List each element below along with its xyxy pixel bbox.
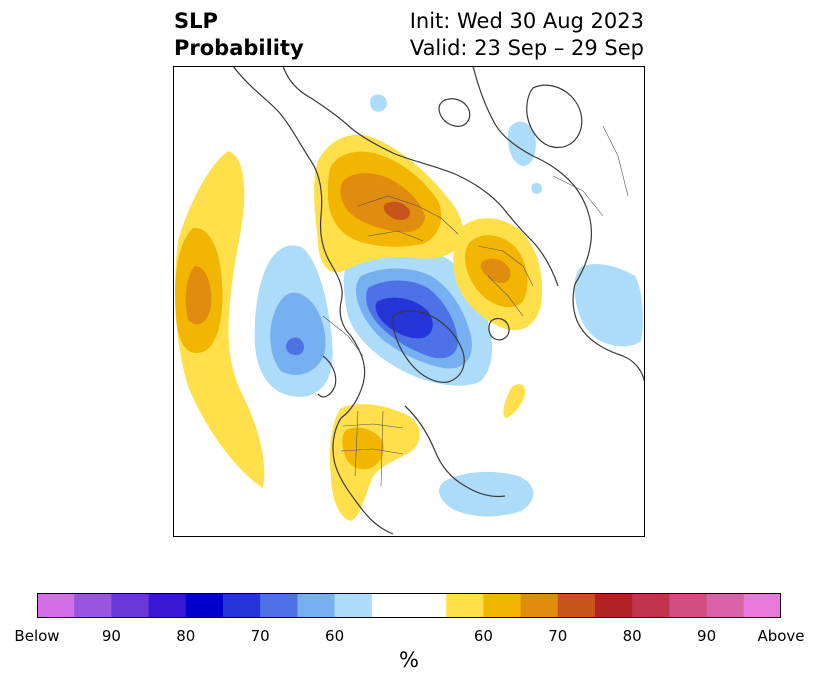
colorbar-segment [409,593,447,618]
anomaly-npacific-below-70 [286,337,304,356]
colorbar-segment [446,593,484,618]
colorbar-segment [297,593,336,618]
colorbar-segment [260,593,298,618]
colorbar [37,593,781,618]
init-date: Init: Wed 30 Aug 2023 [409,9,644,33]
political-boundaries [322,125,629,487]
anomaly-npacific-below-65 [270,292,326,375]
title-line-1: SLP [174,9,218,33]
colorbar-segment [595,593,633,618]
anomaly-atlantic-above-60 [503,384,526,418]
colorbar-segment [557,593,596,618]
colorbar-segment [74,593,112,618]
colorbar-segment [37,593,75,618]
colorbar-segment [706,593,745,618]
colorbar-tick-label: 80 [622,627,642,645]
anomaly-northamerica-above-65 [342,427,384,470]
colorbar-tick-label: 70 [250,627,270,645]
forecast-dates: Init: Wed 30 Aug 2023 Valid: 23 Sep – 29… [410,8,644,62]
colorbar-segment [371,593,410,618]
anomaly-small-below-60 [531,182,543,194]
colorbar-segment [111,593,150,618]
colorbar-segment [520,593,559,618]
colorbar-tick-label: 90 [697,627,717,645]
colorbar-segment [632,593,670,618]
colorbar-segment [223,593,261,618]
colorbar-tick-label: 90 [101,627,121,645]
anomaly-pacific-above-70 [185,266,212,325]
probability-map [173,66,645,537]
colorbar-tick-label: 60 [325,627,345,645]
anomaly-siberia-above-75 [383,201,411,221]
valid-range: Valid: 23 Sep – 29 Sep [409,36,644,60]
colorbar-segment [185,593,224,618]
colorbar-tick-label: 70 [548,627,568,645]
anomaly-arctic-small-below-60 [370,94,387,112]
colorbar-segment [669,593,708,618]
colorbar-tick-label: Below [14,627,60,645]
colorbar-segment [743,593,781,618]
colorbar-segment [483,593,522,618]
anomaly-europe-above-70 [480,258,511,284]
colorbar-segment [334,593,373,618]
anomaly-asia-below-60 [574,264,643,347]
colorbar-tick-label: 80 [176,627,196,645]
anomaly-atlantic-below-60 [439,471,534,517]
anomaly-ne-asia-below-60 [508,121,536,166]
colorbar-segment [148,593,187,618]
colorbar-unit: % [399,648,419,672]
anomaly-arctic-below-75 [375,297,433,339]
coastlines [232,66,645,535]
colorbar-tick-label: Above [757,627,805,645]
colorbar-tick-label: 60 [473,627,493,645]
chart-title: SLP Probability [174,8,304,62]
title-line-2: Probability [174,36,304,60]
